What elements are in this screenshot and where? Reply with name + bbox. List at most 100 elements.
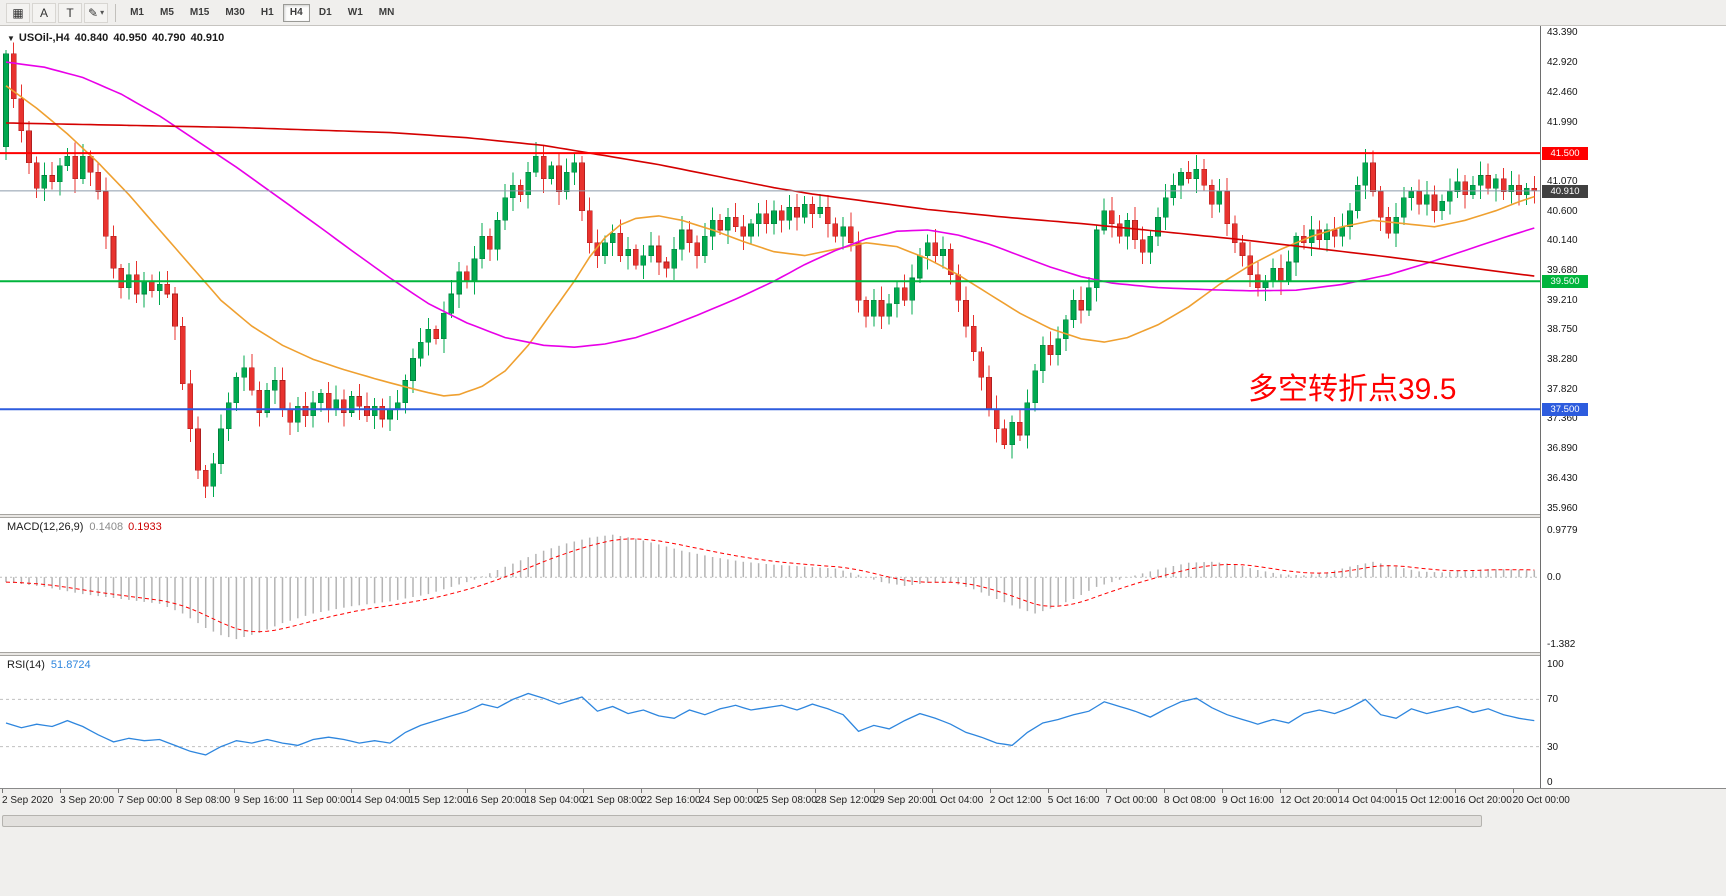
letter-t-icon: T <box>66 5 74 20</box>
rsi-plot[interactable] <box>0 656 1540 788</box>
time-axis-tick <box>1454 789 1456 793</box>
current-price-tag: 40.910 <box>1542 184 1588 198</box>
timeframe-m1-button[interactable]: M1 <box>123 4 151 22</box>
letter-a-icon: A <box>39 5 48 20</box>
time-axis-label: 16 Sep 20:00 <box>466 795 527 806</box>
time-axis-tick <box>931 789 933 793</box>
time-axis-tick <box>176 789 178 793</box>
time-axis-tick <box>408 789 410 793</box>
chart-text-annotation: 多空转折点39.5 <box>1248 373 1457 406</box>
price-axis-label: 36.430 <box>1547 472 1578 484</box>
time-axis-label: 8 Sep 08:00 <box>176 795 231 806</box>
tool-button-group: ▦ A T ✎ ▾ <box>5 2 109 23</box>
time-axis-label: 3 Sep 20:00 <box>60 795 115 806</box>
ohlc-low: 40.790 <box>151 32 186 44</box>
price-chart-plot[interactable] <box>0 26 1540 514</box>
macd-plot[interactable] <box>0 518 1540 652</box>
time-axis-tick <box>118 789 120 793</box>
time-axis-label: 22 Sep 16:00 <box>641 795 701 806</box>
timeframe-h1-button[interactable]: H1 <box>254 4 281 22</box>
price-axis-label: 38.280 <box>1547 354 1578 366</box>
rsi-axis-label: 70 <box>1547 694 1559 706</box>
timeframe-m15-button[interactable]: M15 <box>183 4 216 22</box>
pencil-icon: ✎ <box>88 5 99 20</box>
ohlc-open: 40.840 <box>74 32 109 44</box>
price-axis[interactable]: 43.39042.92042.46041.99041.53041.07040.6… <box>1540 26 1726 788</box>
time-axis-tick <box>989 789 991 793</box>
panel-separator[interactable] <box>0 514 1726 518</box>
price-axis-label: 36.890 <box>1547 443 1578 455</box>
macd-main-value: 0.1408 <box>89 521 124 533</box>
time-axis-label: 15 Oct 12:00 <box>1396 795 1454 806</box>
chart-grid-button[interactable]: ▦ <box>6 2 30 23</box>
annotate-a-button[interactable]: A <box>32 2 56 23</box>
price-axis-label: 42.460 <box>1547 86 1578 98</box>
ohlc-high: 40.950 <box>113 32 147 44</box>
price-axis-label: 40.600 <box>1547 205 1578 217</box>
time-axis-tick <box>1047 789 1049 793</box>
text-tool-button[interactable]: T <box>58 2 82 23</box>
time-axis-tick <box>1105 789 1107 793</box>
time-axis-tick <box>1512 789 1514 793</box>
time-axis-label: 21 Sep 08:00 <box>583 795 643 806</box>
draw-tool-button[interactable]: ✎ ▾ <box>84 2 109 23</box>
horizontal-scrollbar-thumb[interactable] <box>2 815 1482 827</box>
caret-down-icon: ▾ <box>100 8 105 17</box>
bottom-bar <box>0 812 1726 896</box>
timeframe-w1-button[interactable]: W1 <box>341 4 370 22</box>
price-axis-label: 38.750 <box>1547 324 1578 336</box>
price-axis-label: 39.210 <box>1547 294 1578 306</box>
price-axis-label: 37.820 <box>1547 383 1578 395</box>
time-axis-label: 24 Sep 00:00 <box>699 795 759 806</box>
macd-axis-label: 0.0 <box>1547 572 1561 584</box>
timeframe-h4-button[interactable]: H4 <box>282 3 310 22</box>
level-price-tag: 37.500 <box>1542 403 1588 417</box>
time-axis-label: 28 Sep 12:00 <box>815 795 875 806</box>
macd-name: MACD(12,26,9) <box>7 521 84 533</box>
level-price-tag: 39.500 <box>1542 275 1588 289</box>
price-axis-label: 43.390 <box>1547 27 1578 38</box>
time-axis-label: 25 Sep 08:00 <box>757 795 817 806</box>
time-axis-tick <box>757 789 759 793</box>
horizontal-scrollbar[interactable] <box>0 814 1726 829</box>
time-axis-tick <box>699 789 701 793</box>
time-axis-tick <box>350 789 352 793</box>
time-axis-label: 2 Sep 2020 <box>2 795 54 806</box>
time-axis-label: 2 Oct 12:00 <box>989 795 1042 806</box>
time-axis-tick <box>1164 789 1165 793</box>
timeframe-mn-button[interactable]: MN <box>372 4 402 22</box>
macd-axis-label: 0.9779 <box>1547 525 1578 536</box>
time-axis[interactable]: 2 Sep 2020 3 Sep 20:00 7 Sep 00:00 8 Sep 08… <box>0 788 1726 812</box>
rsi-name: RSI(14) <box>7 659 45 671</box>
time-axis-tick <box>815 789 817 793</box>
time-axis-label: 9 Oct 16:00 <box>1222 795 1274 806</box>
time-axis-tick <box>234 789 236 793</box>
rsi-axis-label: 30 <box>1547 741 1559 753</box>
time-axis-label: 9 Sep 16:00 <box>234 795 289 806</box>
time-axis-label: 5 Oct 16:00 <box>1047 795 1100 806</box>
time-axis-tick <box>524 789 526 793</box>
timeframe-d1-button[interactable]: D1 <box>312 4 339 22</box>
panel-separator[interactable] <box>0 652 1726 656</box>
chart-dropdown-icon[interactable]: ▼ <box>7 34 15 43</box>
macd-signal-value: 0.1933 <box>128 521 162 533</box>
price-axis-label: 41.990 <box>1547 116 1578 128</box>
time-axis-tick <box>60 789 62 793</box>
toolbar: ▦ A T ✎ ▾ M1 M5 M15 M30 H1 H4 D1 W1 MN <box>0 0 1726 26</box>
time-axis-tick <box>1396 789 1398 793</box>
time-axis-label: 11 Sep 00:00 <box>292 795 352 806</box>
timeframe-m30-button[interactable]: M30 <box>218 4 251 22</box>
time-axis-tick <box>466 789 468 793</box>
timeframe-m5-button[interactable]: M5 <box>153 4 181 22</box>
macd-axis-label: -1.382 <box>1547 639 1576 650</box>
time-axis-label: 14 Oct 04:00 <box>1338 795 1396 806</box>
time-axis-label: 16 Oct 20:00 <box>1454 795 1512 806</box>
time-axis-tick <box>1338 789 1340 793</box>
rsi-value: 51.8724 <box>50 659 91 671</box>
price-axis-label: 35.960 <box>1547 503 1578 514</box>
time-axis-tick <box>1280 789 1282 793</box>
rsi-axis-label: 0 <box>1547 777 1553 788</box>
time-axis-label: 18 Sep 04:00 <box>524 795 585 806</box>
level-price-tag: 41.500 <box>1542 147 1588 161</box>
